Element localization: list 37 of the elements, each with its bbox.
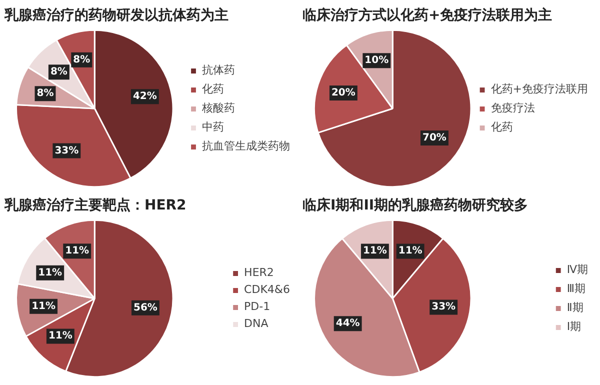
data-label: 11% [38,267,62,278]
legend-label: 中药 [202,120,224,134]
legend-label: PD-1 [244,300,270,313]
legend-label: Ⅰ期 [566,319,582,334]
legend-label: 化药+免疫疗法联用 [490,82,588,96]
data-label: 33% [432,302,456,313]
legend-label: Ⅳ期 [566,262,588,277]
data-label: 11% [65,246,90,257]
legend-label: DNA [244,317,268,330]
legend-label: 免疫疗法 [490,100,535,116]
chart-title: 乳腺癌治疗的药物研发以抗体药为主 [4,6,228,24]
chart-title: 乳腺癌治疗主要靶点：HER2 [4,196,186,214]
legend-label: Ⅱ期 [566,300,584,315]
legend-label: 化药 [490,120,513,134]
chart-title: 临床治疗方式以化药+免疫疗法联用为主 [302,6,552,24]
legend-label: Ⅲ期 [566,281,586,296]
data-label: 56% [133,302,158,314]
data-label: 70% [422,132,446,144]
data-label: 11% [398,246,422,257]
legend-label: 抗体药 [202,62,235,78]
legend-label: 抗血管生成类药物 [202,138,290,154]
legend-label: HER2 [244,266,274,279]
legend-label: 化药 [202,82,224,96]
data-label: 42% [132,91,157,102]
chart-title: 临床I期和II期的乳腺癌药物研究较多 [302,196,528,214]
data-label: 8% [73,54,90,66]
legend-label: CDK4&6 [244,283,290,296]
data-label: 8% [50,66,68,78]
data-label: 33% [54,145,79,156]
data-label: 20% [331,87,356,98]
data-label: 44% [336,318,360,330]
data-label: 11% [362,246,387,257]
data-label: 11% [48,330,72,342]
legend-label: 核酸药 [202,100,235,116]
data-label: 10% [364,55,389,66]
data-label: 11% [32,300,56,312]
data-label: 8% [36,88,54,100]
